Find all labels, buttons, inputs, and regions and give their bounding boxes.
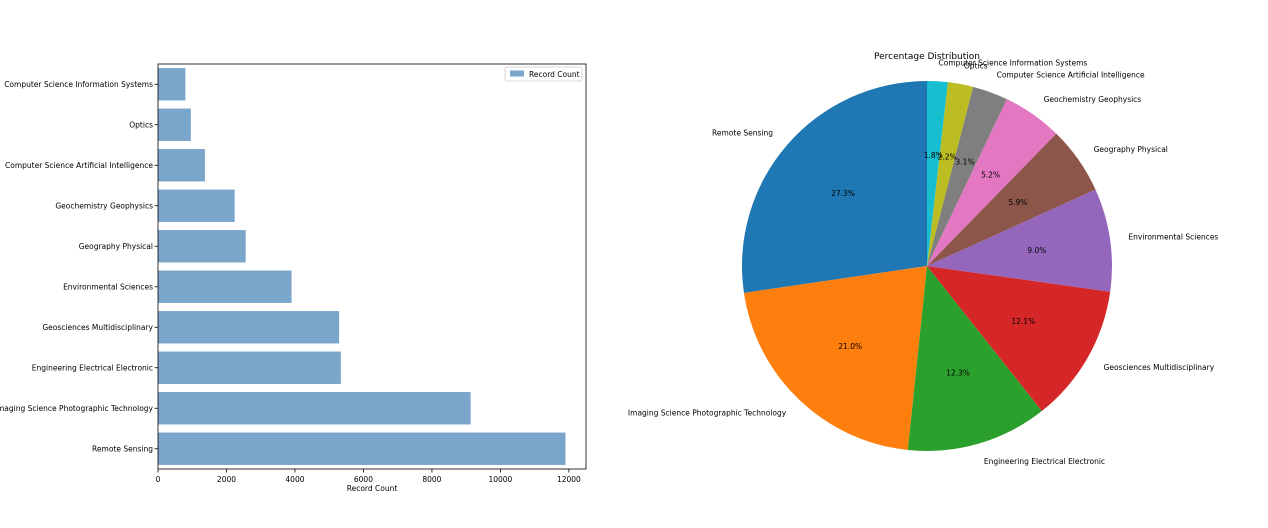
- x-tick-label: 6000: [354, 475, 373, 484]
- pie-pct-geography-physical: 5.9%: [1008, 198, 1027, 207]
- bar-plot-frame: [157, 63, 587, 470]
- pie-pct-imaging-science-photographic-technology: 21.0%: [838, 342, 862, 351]
- bar-legend: Record Count: [504, 66, 583, 82]
- pie-slice-computer-science-artificial-intelligence: [927, 86, 1007, 266]
- pie-pct-optics: 2.2%: [938, 153, 957, 162]
- x-tick-label: 8000: [422, 475, 441, 484]
- pie-labels: 27.3% Remote Sensing 21.0% Imaging Science …: [628, 59, 1219, 467]
- pie-slice-geochemistry-geophysics: [927, 99, 1057, 267]
- bar-geochemistry-geophysics: [158, 189, 235, 222]
- bar-legend-box: [504, 66, 583, 82]
- y-tick-label: Computer Science Artificial Intelligence: [5, 161, 153, 170]
- bar-x-axis-ticks: 0 2000 4000 6000 8000 10000 12000: [156, 469, 581, 484]
- bar-engineering-electrical-electronic: [158, 351, 341, 384]
- y-tick-label: Remote Sensing: [92, 444, 153, 453]
- bar-y-axis-ticks: Remote Sensing Imaging Science Photograph…: [0, 80, 158, 453]
- bar-legend-label: Record Count: [529, 70, 580, 79]
- pie-chart: Percentage Distribution 27.3% Remote Sens…: [628, 52, 1219, 466]
- bar-legend-swatch: [510, 70, 524, 77]
- x-tick-label: 4000: [285, 475, 304, 484]
- pie-slice-engineering-electrical-electronic: [907, 266, 1042, 451]
- pie-label-remote-sensing: Remote Sensing: [712, 129, 773, 138]
- bar-x-axis-label: Record Count: [347, 484, 398, 493]
- pie-pct-geochemistry-geophysics: 5.2%: [981, 171, 1000, 180]
- pie-pct-geosciences-multidisciplinary: 12.1%: [1011, 317, 1035, 326]
- bar-imaging-science-photographic-technology: [158, 392, 471, 425]
- pie-pct-engineering-electrical-electronic: 12.3%: [946, 368, 970, 377]
- pie-title: Percentage Distribution: [874, 52, 980, 62]
- pie-label-optics: Optics: [964, 62, 988, 71]
- pie-label-geosciences-multidisciplinary: Geosciences Multidisciplinary: [1104, 363, 1215, 372]
- pie-label-computer-science-artificial-intelligence: Computer Science Artificial Intelligence: [997, 70, 1145, 79]
- y-tick-label: Optics: [129, 120, 153, 129]
- pie-label-engineering-electrical-electronic: Engineering Electrical Electronic: [984, 457, 1105, 466]
- y-tick-label: Imaging Science Photographic Technology: [0, 404, 154, 413]
- y-tick-label: Environmental Sciences: [63, 282, 153, 291]
- y-tick-label: Geochemistry Geophysics: [55, 201, 153, 210]
- bar-geosciences-multidisciplinary: [158, 311, 340, 344]
- pie-slice-remote-sensing: [742, 81, 927, 293]
- bar-environmental-sciences: [158, 270, 292, 303]
- x-tick-label: 0: [156, 475, 161, 484]
- pie-label-geography-physical: Geography Physical: [1094, 145, 1168, 154]
- y-tick-label: Geography Physical: [79, 242, 153, 251]
- bar-computer-science-artificial-intelligence: [158, 149, 205, 182]
- pie-slice-imaging-science-photographic-technology: [743, 266, 927, 451]
- pie-pct-computer-science-information-systems: 1.8%: [924, 151, 943, 160]
- pie-pct-remote-sensing: 27.3%: [831, 189, 855, 198]
- y-tick-label: Computer Science Information Systems: [4, 80, 153, 89]
- pie-slice-computer-science-information-systems: [927, 81, 948, 266]
- bar-remote-sensing: [158, 432, 566, 465]
- x-tick-label: 10000: [488, 475, 512, 484]
- pie-label-imaging-science-photographic-technology: Imaging Science Photographic Technology: [628, 409, 787, 418]
- pie-label-environmental-sciences: Environmental Sciences: [1128, 233, 1218, 242]
- pie-label-computer-science-information-systems: Computer Science Information Systems: [939, 59, 1088, 68]
- x-tick-label: 12000: [557, 475, 581, 484]
- pie-slice-optics: [927, 82, 974, 267]
- pie-slice-geosciences-multidisciplinary: [927, 266, 1111, 412]
- y-tick-label: Engineering Electrical Electronic: [32, 363, 153, 372]
- bar-series-record-count: [158, 68, 566, 465]
- bar-computer-science-information-systems: [158, 68, 186, 101]
- bar-optics: [158, 108, 191, 141]
- y-tick-label: Geosciences Multidisciplinary: [42, 323, 153, 332]
- pie-label-geochemistry-geophysics: Geochemistry Geophysics: [1044, 95, 1142, 104]
- pie-slice-environmental-sciences: [927, 189, 1113, 292]
- x-tick-label: 2000: [217, 475, 236, 484]
- bar-geography-physical: [158, 230, 246, 263]
- pie-pct-computer-science-artificial-intelligence: 3.1%: [955, 157, 974, 166]
- pie-pct-environmental-sciences: 9.0%: [1027, 246, 1046, 255]
- bar-chart: Remote Sensing Imaging Science Photograph…: [0, 63, 587, 493]
- pie-slice-geography-physical: [927, 133, 1096, 266]
- pie-wedges: [742, 81, 1113, 451]
